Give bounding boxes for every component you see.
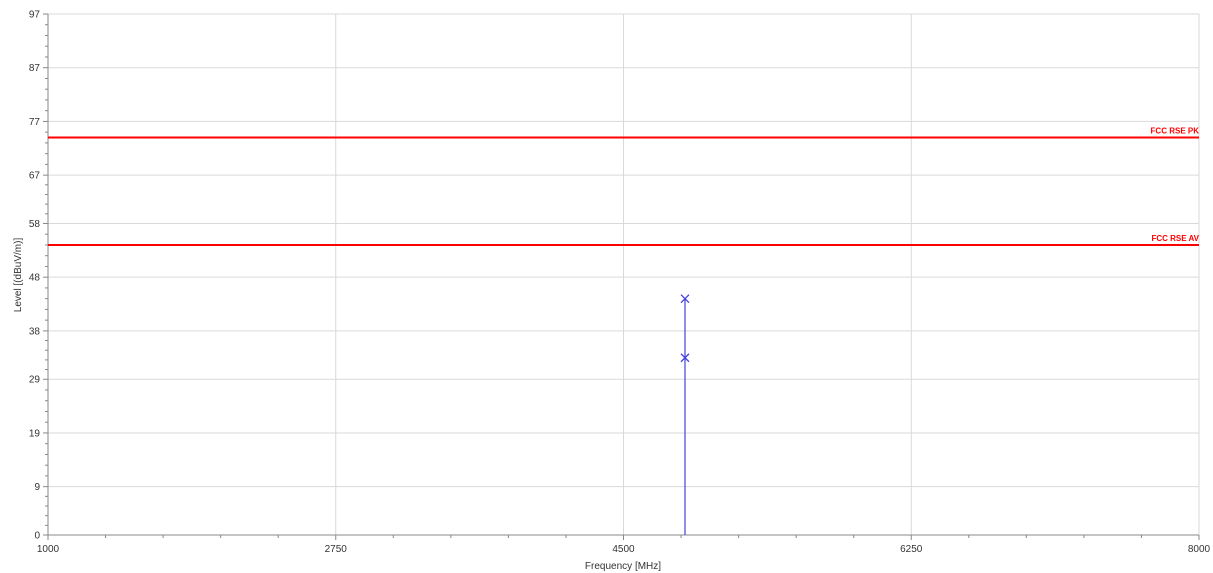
y-axis-title: Level [(dBuV/m)] <box>13 238 24 313</box>
y-tick-label: 77 <box>29 117 41 128</box>
markers <box>680 294 690 363</box>
x-marker <box>680 294 690 304</box>
y-tick-label: 48 <box>29 273 41 284</box>
x-tick-label: 4500 <box>612 544 635 555</box>
x-tick-label: 8000 <box>1188 544 1211 555</box>
y-tick-label: 29 <box>29 375 41 386</box>
x-marker-stroke <box>680 353 690 363</box>
y-tick-label: 0 <box>34 531 40 542</box>
y-tick-label: 19 <box>29 428 41 439</box>
limit-lines: FCC RSE PK FCC RSE AV <box>48 127 1200 246</box>
y-tick-label: 38 <box>29 326 41 337</box>
x-tick-label: 6250 <box>900 544 923 555</box>
y-tick-label: 9 <box>34 482 40 493</box>
tick-labels: 0 9 19 29 38 48 58 67 77 87 97 1000 2750 4500 6250 8000 <box>29 10 1211 556</box>
y-tick-label: 87 <box>29 63 41 74</box>
axes <box>43 13 1200 540</box>
x-marker <box>680 353 690 363</box>
x-marker-stroke <box>680 294 690 304</box>
grid <box>47 13 1200 536</box>
y-tick-label: 58 <box>29 219 41 230</box>
x-axis-title: Frequency [MHz] <box>585 561 661 572</box>
x-tick-label: 1000 <box>37 544 60 555</box>
y-tick-label: 97 <box>29 10 41 21</box>
minor-ticks <box>45 24 1142 538</box>
limit-line-label: FCC RSE AV <box>1151 234 1199 243</box>
x-tick-label: 2750 <box>325 544 348 555</box>
y-tick-label: 67 <box>29 171 41 182</box>
limit-line-label: FCC RSE PK <box>1151 127 1200 136</box>
